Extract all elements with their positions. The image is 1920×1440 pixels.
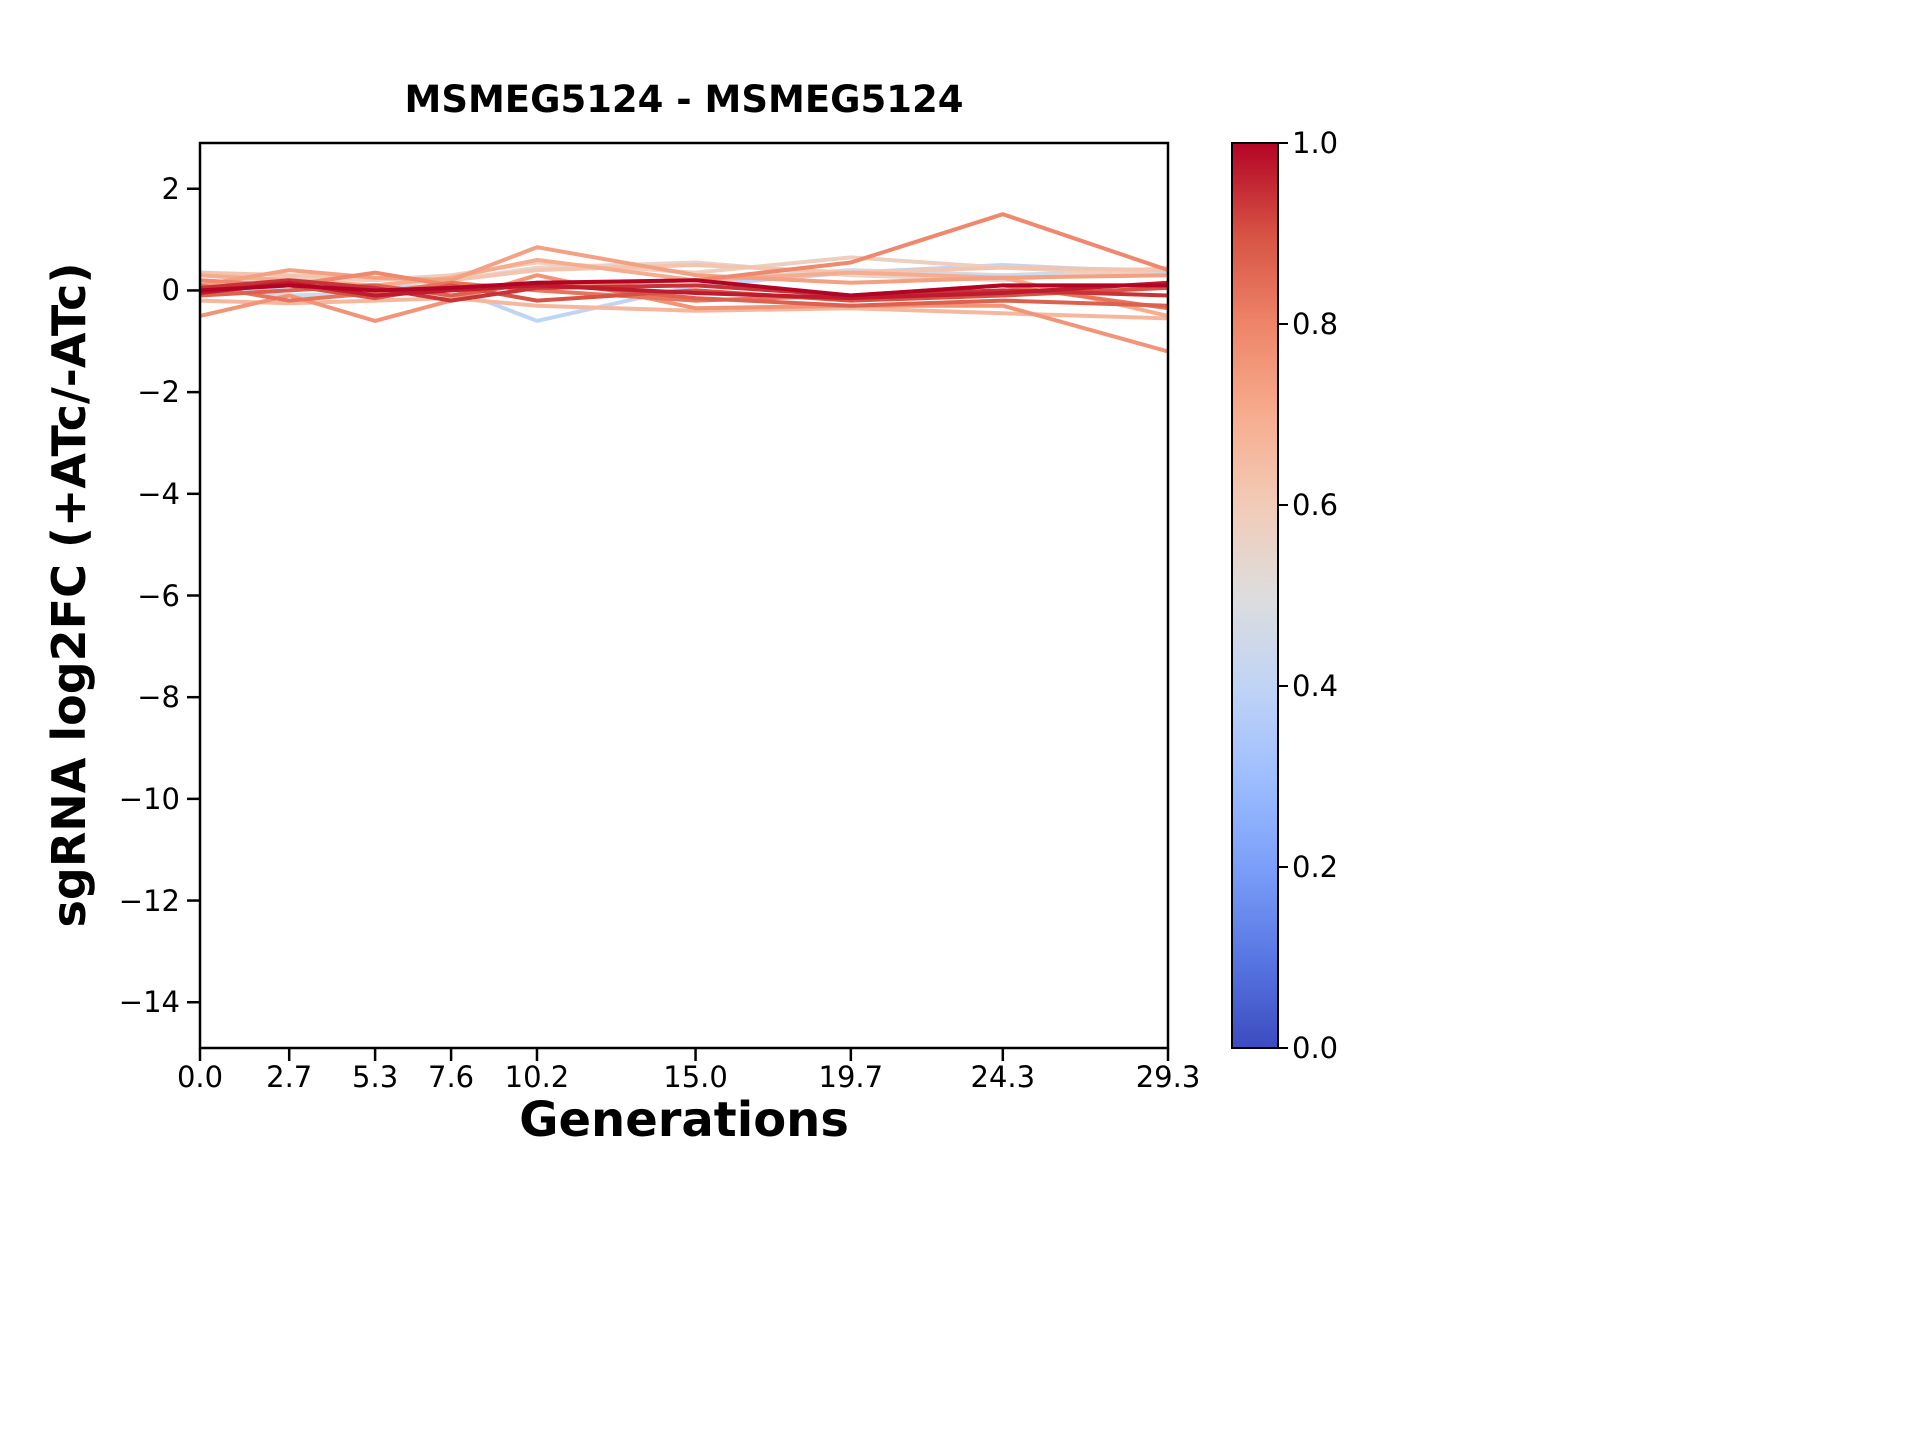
x-tick-label: 0.0 xyxy=(176,1060,224,1094)
x-tick-label: 29.3 xyxy=(1135,1060,1201,1094)
x-tick-label: 2.7 xyxy=(266,1060,313,1094)
colorbar-tick-label: 0.0 xyxy=(1292,1031,1339,1065)
colorbar-tick-label: 0.8 xyxy=(1292,307,1339,341)
colorbar-gradient xyxy=(1232,143,1278,1048)
series-line xyxy=(200,278,1168,298)
colorbar-tick-label: 0.2 xyxy=(1292,850,1339,884)
x-axis-label: Generations xyxy=(519,1092,849,1148)
x-tick-label: 24.3 xyxy=(970,1060,1036,1094)
y-tick-label: −6 xyxy=(137,578,180,613)
series-line xyxy=(200,283,1168,303)
x-tick-label: 10.2 xyxy=(504,1060,570,1094)
colorbar-frame xyxy=(1231,142,1279,1049)
y-tick-label: −12 xyxy=(118,883,180,918)
y-tick-label: 0 xyxy=(161,273,180,308)
series-line xyxy=(200,255,1168,285)
y-tick-label: −4 xyxy=(137,476,180,511)
y-tick-label: 2 xyxy=(161,171,180,206)
y-tick-label: −2 xyxy=(137,375,180,410)
series-line xyxy=(200,263,1168,283)
x-tick-label: 7.6 xyxy=(428,1060,475,1094)
y-tick-label: −14 xyxy=(118,985,180,1020)
series-line xyxy=(200,278,1168,303)
x-tick-label: 5.3 xyxy=(352,1060,399,1094)
x-tick-label: 15.0 xyxy=(663,1060,728,1094)
colorbar-tick-label: 1.0 xyxy=(1292,126,1339,160)
chart-title: MSMEG5124 - MSMEG5124 xyxy=(404,78,964,121)
y-tick-label: −8 xyxy=(137,680,180,715)
x-tick-label: 19.7 xyxy=(818,1060,884,1094)
y-tick-label: −10 xyxy=(118,781,180,816)
series-line xyxy=(200,245,1168,288)
series-lines xyxy=(200,212,1168,354)
colorbar-tick-label: 0.4 xyxy=(1292,669,1339,703)
series-line xyxy=(200,273,1168,354)
colorbar-tick-label: 0.6 xyxy=(1292,488,1339,522)
